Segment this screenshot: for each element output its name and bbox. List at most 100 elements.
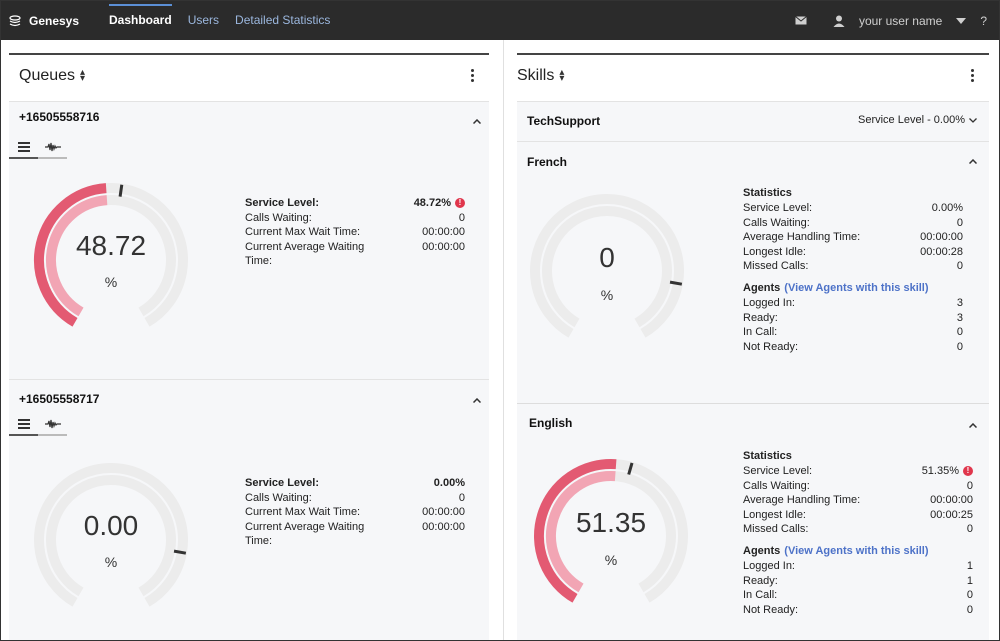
collapse-chevron-icon[interactable] — [473, 119, 481, 124]
stat-label: In Call: — [743, 589, 778, 602]
stat-row: Ready: 3 — [743, 311, 963, 326]
skills-menu-icon[interactable] — [971, 69, 975, 84]
stat-value-text: 0 — [966, 479, 973, 492]
brand[interactable]: Genesys — [9, 1, 79, 40]
stat-label: Current Average Waiting — [245, 240, 365, 253]
sort-icon[interactable]: ▴ ▾ — [559, 67, 565, 84]
queues-menu-icon[interactable] — [471, 69, 475, 84]
alert-icon: ! — [455, 198, 465, 209]
stat-value: 1 — [967, 559, 973, 574]
nav-users[interactable]: Users — [187, 13, 220, 27]
stat-value: 0 — [957, 325, 963, 340]
gauge-unit: % — [104, 554, 118, 570]
stat-value: 0 — [957, 259, 963, 274]
view-agents-link[interactable]: (View Agents with this skill) — [784, 281, 929, 294]
stat-row: Average Handling Time: 00:00:00 — [743, 493, 973, 508]
username[interactable]: your user name — [858, 13, 943, 28]
nav-dashboard[interactable]: Dashboard — [101, 1, 180, 40]
gauge-target-marker — [118, 184, 124, 197]
statistics-list: Service Level: 51.35%! Calls Waiting: 0 Aver… — [743, 464, 973, 537]
service-level-gauge — [534, 459, 688, 603]
chart-view-button[interactable] — [38, 414, 67, 436]
chart-view-button[interactable] — [38, 137, 67, 159]
agents-heading-row: Agents (View Agents with this skill) — [743, 280, 963, 296]
stat-label: Service Level: — [245, 477, 319, 489]
stat-row: Current Average Waiting 00:00:00 — [245, 520, 465, 535]
stat-value: 0.00% — [434, 476, 465, 491]
stat-value: 1 — [967, 574, 973, 589]
stat-row: Time: — [245, 534, 465, 549]
top-right-controls: your user name ? — [795, 1, 999, 40]
stat-value: 0 — [967, 588, 973, 603]
stat-value-text: 3 — [956, 296, 963, 309]
collapse-chevron-icon[interactable] — [969, 423, 977, 428]
skills-title[interactable]: Skills ▴ ▾ — [517, 67, 564, 85]
gauge-value: 0.00 — [83, 510, 139, 541]
stat-value-text: 0 — [956, 216, 963, 229]
skill-card: English 51.35 % Statistics Service Level… — [517, 403, 989, 640]
stat-row: Service Level: 0.00% — [245, 476, 465, 491]
gauge-track-inner — [542, 206, 672, 328]
panel-divider — [503, 40, 504, 640]
gauge-target-marker — [669, 280, 683, 286]
stat-value-text: 00:00:00 — [930, 494, 973, 507]
list-view-button[interactable] — [9, 137, 38, 159]
sort-icon[interactable]: ▴ ▾ — [80, 67, 86, 84]
stat-value: 00:00:00 — [422, 520, 465, 535]
skill-card-collapsed[interactable]: TechSupport Service Level - 0.00% — [517, 101, 989, 141]
stat-value-text: 00:00:28 — [920, 245, 963, 258]
stat-label: Service Level: — [743, 202, 813, 214]
gauge-unit: % — [604, 552, 618, 568]
collapse-chevron-icon[interactable] — [473, 398, 481, 403]
collapse-chevron-icon[interactable] — [969, 159, 977, 164]
gauge-unit: % — [600, 287, 614, 303]
stat-label: Not Ready: — [743, 340, 799, 353]
list-icon — [17, 419, 30, 429]
stat-row: In Call: 0 — [743, 325, 963, 340]
skill-name: French — [527, 155, 568, 169]
stat-label: Not Ready: — [743, 603, 799, 616]
user-menu-caret-icon[interactable] — [956, 17, 967, 24]
nav-detailed-statistics[interactable]: Detailed Statistics — [235, 13, 331, 27]
service-level-text: Service Level - 0.00% — [858, 114, 965, 126]
stat-label: Ready: — [743, 574, 778, 587]
stat-value: 51.35%! — [922, 464, 973, 479]
stat-row: Current Average Waiting 00:00:00 — [245, 240, 465, 255]
agents-list: Logged In: 3 Ready: 3 In Call: 0 Not Ready: 0 — [743, 296, 963, 354]
stat-label: Calls Waiting: — [743, 216, 810, 229]
stat-row: Service Level: 0.00% — [743, 201, 963, 216]
stat-label: Current Average Waiting — [245, 520, 365, 533]
stat-value: 00:00:25 — [930, 508, 973, 523]
stat-label: Time: — [245, 535, 273, 548]
stat-row: Missed Calls: 0 — [743, 522, 973, 537]
gauge-track-outer — [34, 463, 188, 607]
stat-row: Calls Waiting: 0 — [245, 211, 465, 226]
stat-label: Logged In: — [743, 559, 795, 572]
list-view-button[interactable] — [9, 414, 38, 436]
stat-value: 0 — [967, 522, 973, 537]
stat-row: Logged In: 1 — [743, 559, 973, 574]
stat-value: 0.00% — [932, 201, 963, 216]
stat-row: In Call: 0 — [743, 588, 973, 603]
queue-name: +16505558717 — [19, 392, 100, 406]
gauge-fill-inner — [46, 195, 108, 317]
stat-label: Current Max Wait Time: — [245, 506, 361, 519]
stat-label: Average Handling Time: — [743, 494, 861, 507]
alert-icon: ! — [963, 466, 973, 477]
stat-value: 0 — [957, 340, 963, 355]
service-level-gauge — [530, 194, 684, 338]
stat-row: Longest Idle: 00:00:28 — [743, 245, 963, 260]
skill-name: TechSupport — [527, 114, 601, 128]
help-icon[interactable]: ? — [980, 13, 987, 28]
mail-icon[interactable] — [795, 16, 807, 25]
queues-title[interactable]: Queues ▴ ▾ — [19, 67, 85, 85]
stat-value-text: 0 — [956, 326, 963, 339]
gauge-value: 51.35 — [575, 507, 647, 538]
stat-label: In Call: — [743, 326, 778, 339]
stat-value: 3 — [957, 296, 963, 311]
view-agents-link[interactable]: (View Agents with this skill) — [784, 544, 929, 557]
queues-panel: Queues ▴ ▾ +16505558716 48.72 % Service L… — [9, 53, 489, 640]
stat-label: Calls Waiting: — [245, 211, 312, 224]
user-icon[interactable] — [833, 15, 845, 27]
service-level-dropdown[interactable]: Service Level - 0.00% — [858, 114, 977, 126]
